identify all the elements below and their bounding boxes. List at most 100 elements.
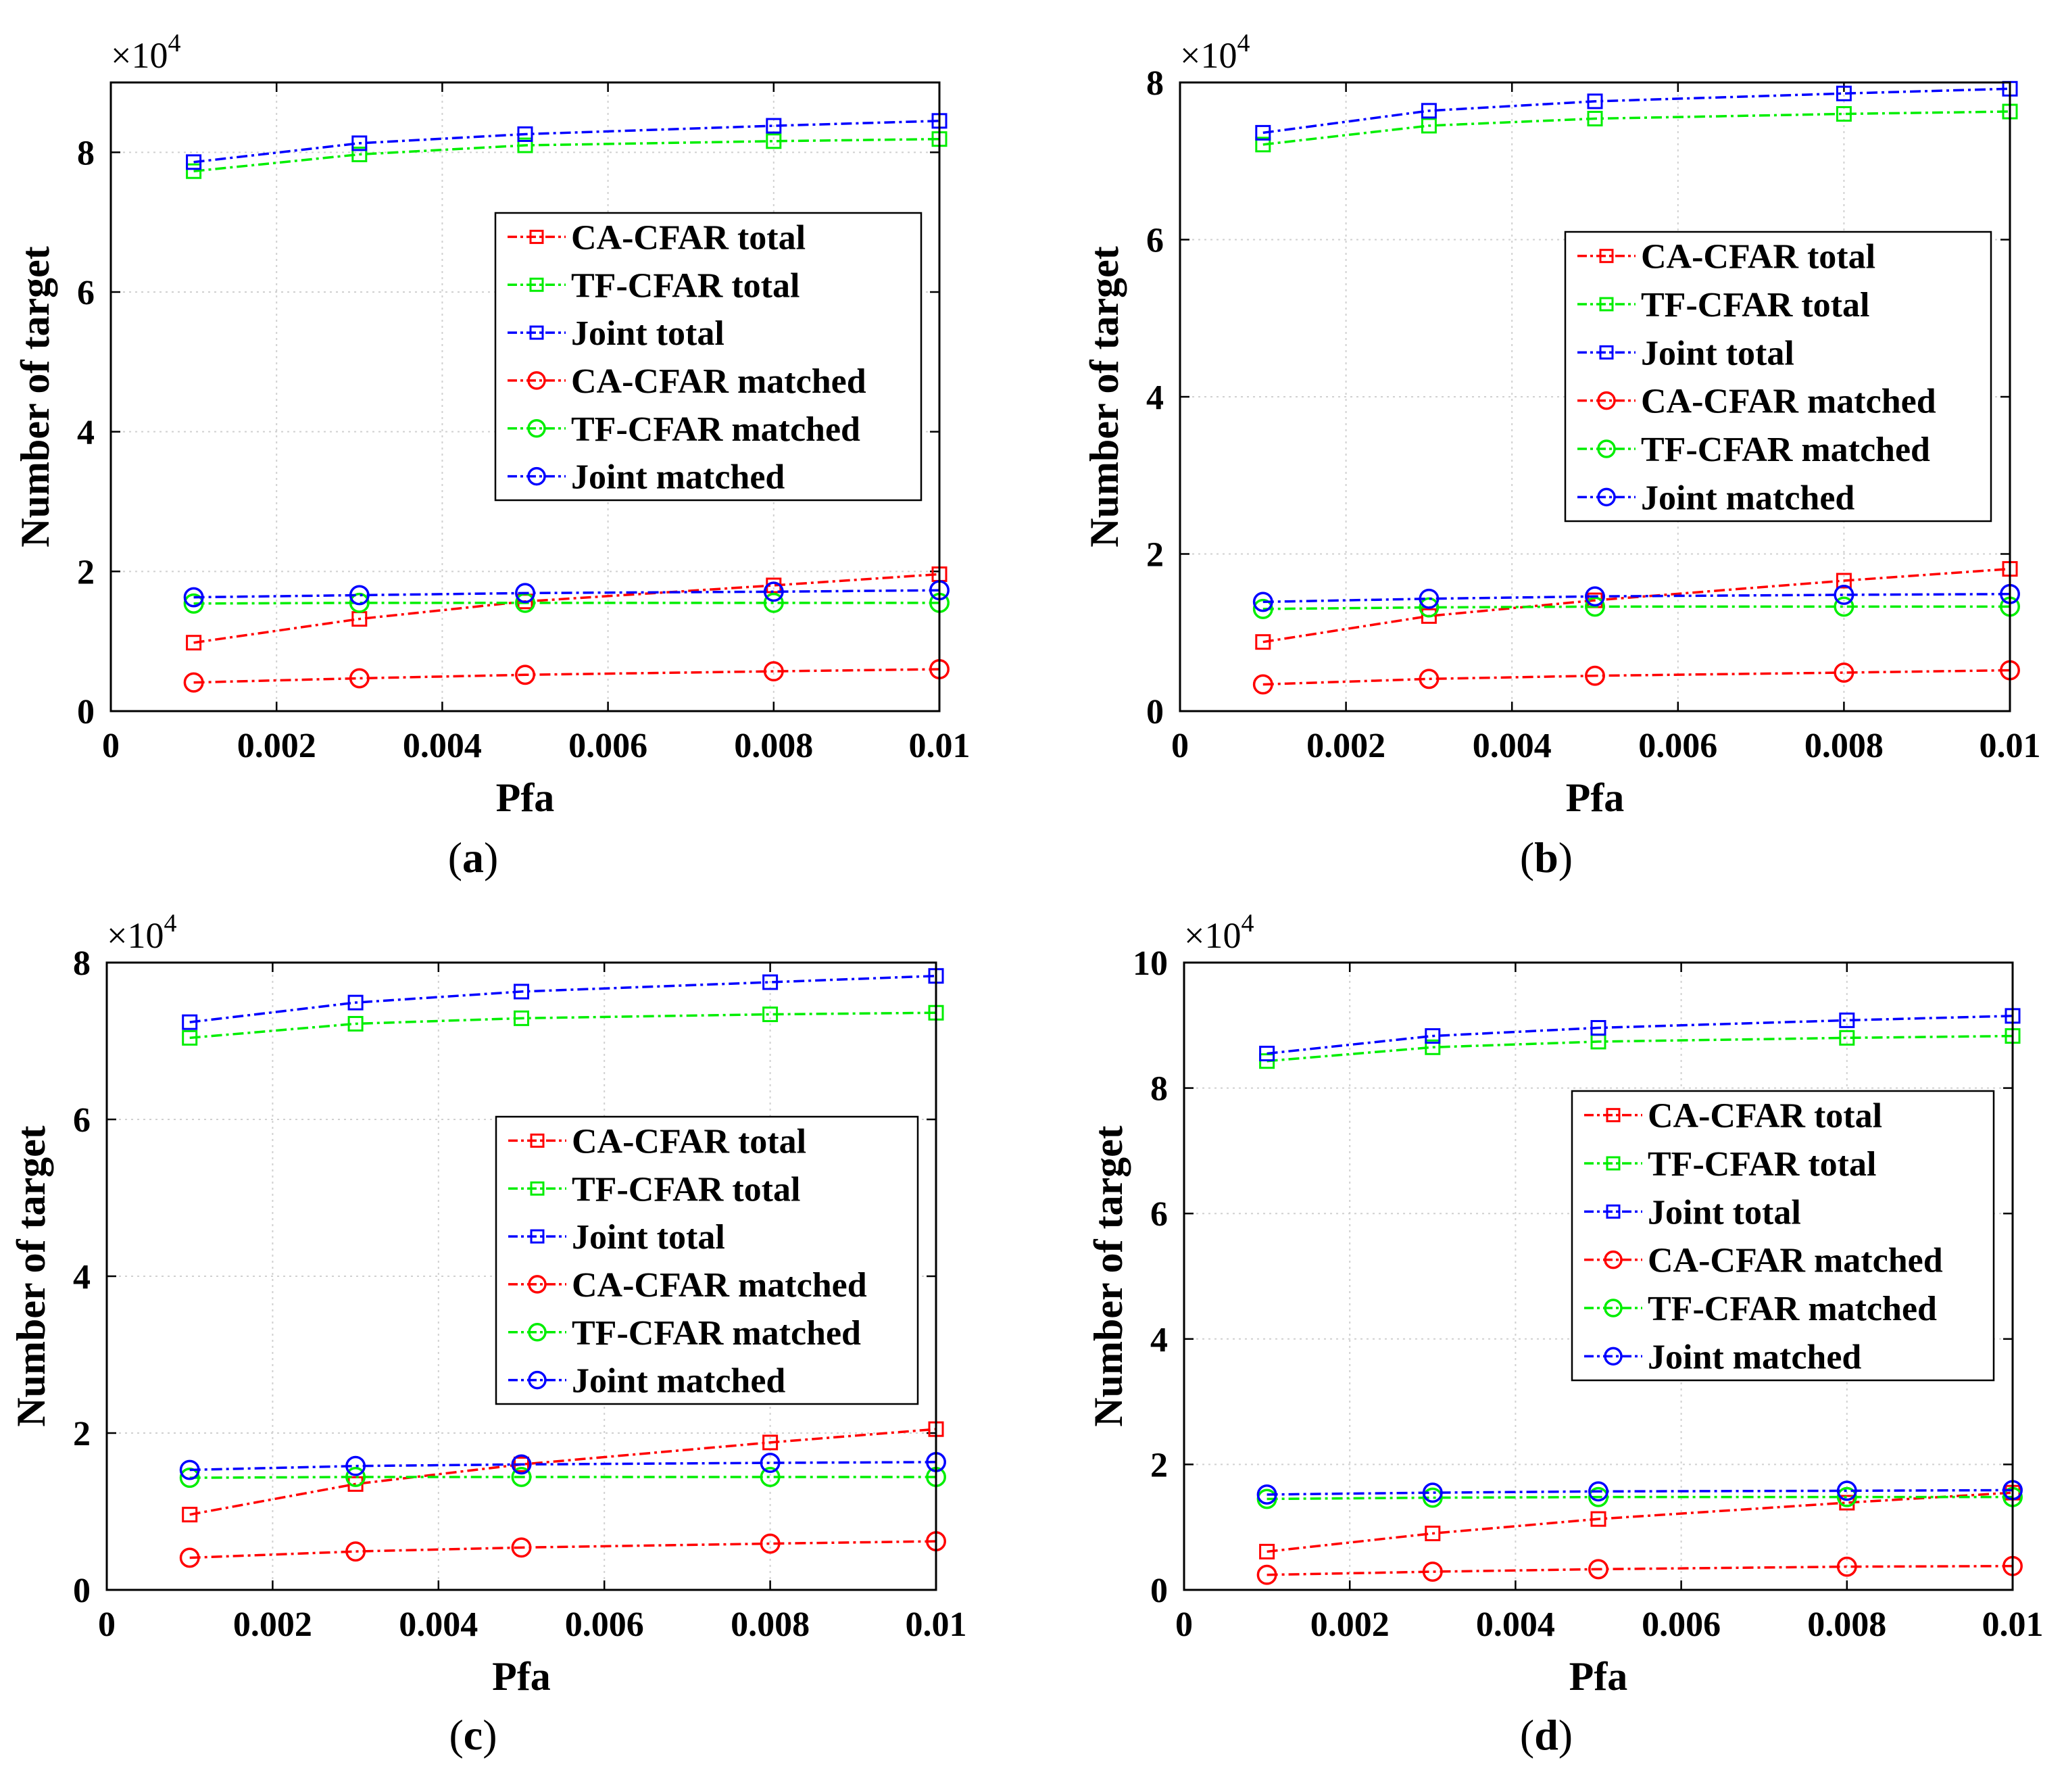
data-point-square xyxy=(347,1015,364,1032)
data-point-circle xyxy=(1588,1559,1608,1580)
data-point-square xyxy=(182,1030,198,1046)
legend-marker xyxy=(527,371,546,390)
x-tick-label: 0.002 xyxy=(237,727,316,765)
legend-box xyxy=(495,1115,919,1405)
y-tick-label: 0 xyxy=(1150,1572,1168,1610)
legend-label: TF-CFAR matched xyxy=(571,410,860,449)
x-tick-label: 0.004 xyxy=(1473,727,1552,765)
legend-marker xyxy=(527,419,546,438)
data-point-circle xyxy=(345,1541,366,1562)
x-tick-label: 0 xyxy=(1171,727,1189,765)
data-point-square xyxy=(186,154,202,170)
y-tick-label: 10 xyxy=(1133,944,1168,983)
y-multiplier: ×104 xyxy=(107,909,176,956)
y-multiplier: ×104 xyxy=(1180,29,1250,76)
legend-label: Joint total xyxy=(572,1218,725,1257)
legend-box xyxy=(1564,231,1992,523)
data-point-circle xyxy=(763,592,784,613)
legend-marker xyxy=(1604,1347,1623,1366)
legend-entry: TF-CFAR matched xyxy=(1577,431,1930,469)
data-point-circle xyxy=(179,1459,200,1480)
series-line xyxy=(1267,1491,2013,1553)
legend-entry: Joint total xyxy=(508,1218,725,1257)
series-line xyxy=(1267,1488,2013,1496)
series-line xyxy=(1262,605,2010,610)
data-point-circle xyxy=(1588,1486,1608,1507)
x-tick-label: 0.008 xyxy=(1804,727,1884,765)
y-axis-label: Number of target xyxy=(1082,246,1127,547)
y-tick-label: 4 xyxy=(77,414,95,452)
legend-label: Joint matched xyxy=(571,458,785,497)
series-line xyxy=(189,1461,937,1472)
data-point-square xyxy=(1839,1030,1855,1046)
x-tick-label: 0.006 xyxy=(1642,1605,1721,1644)
x-tick-label: 0 xyxy=(98,1605,116,1644)
legend-label: TF-CFAR matched xyxy=(1648,1290,1937,1328)
legend-label: CA-CFAR matched xyxy=(572,1266,867,1305)
legend-marker xyxy=(530,1181,545,1196)
data-point-circle xyxy=(1422,1482,1443,1503)
y-multiplier: ×104 xyxy=(111,29,180,76)
data-point-circle xyxy=(183,672,204,693)
legend-entry: TF-CFAR total xyxy=(508,1170,800,1209)
legend-entry: Joint matched xyxy=(1584,1338,1861,1376)
x-tick-label: 0.006 xyxy=(565,1605,644,1644)
x-tick-label: 0.01 xyxy=(1982,1605,2044,1644)
axes-frame xyxy=(109,81,941,712)
panel-caption: (b) xyxy=(1520,833,1573,881)
data-point-square xyxy=(766,118,782,134)
legend-label: Joint total xyxy=(1648,1193,1801,1232)
legend-label: Joint matched xyxy=(1641,479,1854,517)
legend-marker xyxy=(1604,1250,1623,1269)
x-tick-label: 0.002 xyxy=(1306,727,1385,765)
legend-label: TF-CFAR total xyxy=(571,266,800,305)
y-tick-label: 2 xyxy=(77,553,95,591)
legend-box xyxy=(1571,1090,1995,1382)
chart-panel-b: 0 0.002 0.004 0.006 0.008 0.01 0 2 4 6 8 ×104 Pfa Num… xyxy=(1082,29,2041,881)
data-point-circle xyxy=(1422,1561,1443,1582)
series-line xyxy=(189,1476,936,1479)
legend-marker xyxy=(528,1370,547,1390)
data-point-circle xyxy=(349,585,370,606)
data-point-square xyxy=(1255,124,1271,141)
legend-marker xyxy=(529,325,544,340)
data-point-square xyxy=(1836,573,1852,589)
legend-entry: CA-CFAR total xyxy=(1584,1097,1882,1136)
legend-entry: CA-CFAR total xyxy=(508,1122,806,1161)
series-line xyxy=(1267,1495,2013,1501)
axes-frame xyxy=(1183,961,2014,1591)
data-point-circle xyxy=(760,1453,781,1474)
legend-entry: Joint matched xyxy=(508,1362,785,1401)
data-point-circle xyxy=(511,1454,532,1475)
chart-panel-a: 0 0.002 0.004 0.006 0.008 0.01 0 2 4 6 8 ×104 Pfa Num… xyxy=(13,29,970,881)
legend-label: CA-CFAR total xyxy=(571,218,806,257)
legend-entry: Joint total xyxy=(1584,1193,1801,1232)
series-joint-total xyxy=(182,968,944,1030)
x-tick-label: 0.006 xyxy=(1638,727,1717,765)
legend: CA-CFAR total TF-CFAR total Joint total CA-… xyxy=(1571,1090,1995,1382)
y-tick-label: 0 xyxy=(1146,693,1164,731)
data-point-square xyxy=(1259,1046,1275,1062)
data-point-circle xyxy=(1585,586,1605,607)
x-tick-label: 0.008 xyxy=(731,1605,810,1644)
data-point-circle xyxy=(763,661,784,682)
series-line xyxy=(193,589,940,599)
data-point-circle xyxy=(1836,1486,1857,1507)
y-tick-label: 6 xyxy=(1150,1195,1168,1234)
legend-entry: CA-CFAR matched xyxy=(508,362,866,401)
axes-frame xyxy=(105,961,937,1591)
data-point-square xyxy=(1425,1525,1441,1541)
legend-label: TF-CFAR total xyxy=(572,1170,800,1209)
data-point-circle xyxy=(763,581,784,602)
legend-marker xyxy=(1597,439,1616,458)
data-point-square xyxy=(347,994,364,1011)
legend-label: CA-CFAR matched xyxy=(1641,383,1936,421)
data-point-square xyxy=(517,137,533,153)
data-point-square xyxy=(1839,1012,1855,1028)
legend-label: Joint total xyxy=(1641,334,1794,372)
data-point-square xyxy=(1255,137,1271,153)
x-tick-label: 0.004 xyxy=(399,1605,478,1644)
data-point-square xyxy=(1425,1028,1441,1044)
x-axis-label: Pfa xyxy=(492,1654,551,1699)
